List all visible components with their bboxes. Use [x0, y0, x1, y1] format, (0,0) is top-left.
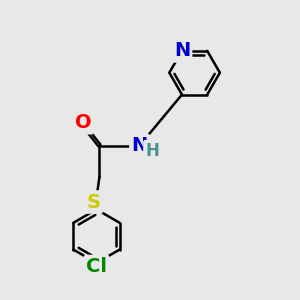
Text: H: H: [145, 142, 159, 160]
Text: S: S: [86, 193, 100, 211]
Text: Cl: Cl: [86, 257, 107, 276]
Text: O: O: [75, 113, 92, 132]
Text: N: N: [131, 136, 148, 155]
Text: N: N: [174, 41, 190, 60]
